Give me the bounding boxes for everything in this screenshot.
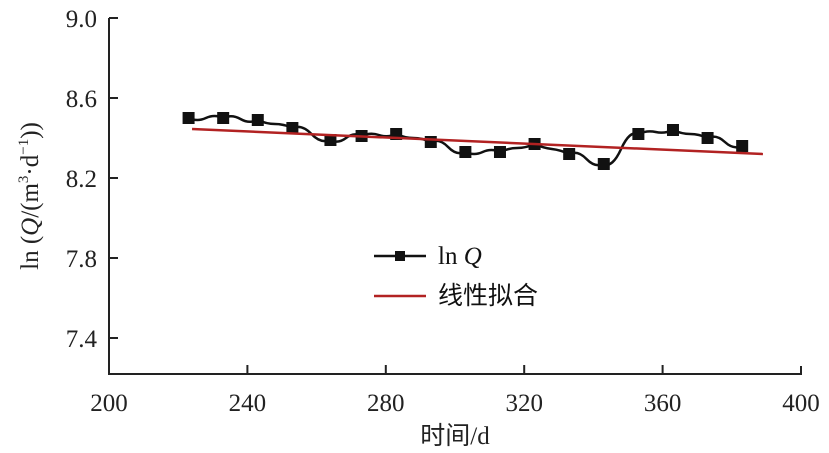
y-tick-label: 8.2: [66, 166, 97, 193]
y-tick-label: 8.6: [66, 86, 97, 113]
x-tick-label: 320: [505, 390, 543, 417]
square-marker: [286, 122, 299, 134]
y-tick-label: 9.0: [66, 6, 97, 33]
x-tick-label: 400: [782, 390, 820, 417]
square-marker: [493, 146, 506, 158]
plot-area: [182, 112, 763, 170]
y-tick-label: 7.8: [66, 246, 97, 273]
square-marker: [424, 136, 437, 148]
x-axis-title: 时间/d: [420, 422, 490, 450]
svg-text:线性拟合: 线性拟合: [438, 282, 538, 310]
axes: [108, 18, 802, 375]
y-axis-title: ln (Q/(m3·d−1)): [16, 122, 44, 270]
x-tick-label: 240: [229, 390, 267, 417]
x-tick-label: 280: [367, 390, 405, 417]
legend-item-lnq: ln Q: [374, 243, 482, 270]
x-tick-label: 360: [644, 390, 682, 417]
square-marker-icon: [395, 251, 405, 261]
square-marker: [666, 124, 679, 136]
square-marker: [217, 112, 230, 124]
square-marker: [632, 128, 645, 140]
linear-fit-line: [191, 127, 763, 156]
x-axis-ticks: 200 240 280 320 360 400: [90, 365, 820, 417]
axis-frame: [108, 18, 802, 375]
square-marker: [736, 140, 749, 152]
square-marker: [251, 114, 264, 126]
y-tick-label: 7.4: [66, 326, 98, 353]
x-tick-label: 200: [90, 390, 128, 417]
square-marker: [563, 148, 576, 160]
svg-text:ln Q: ln Q: [438, 243, 482, 270]
square-marker: [597, 158, 610, 170]
square-marker: [324, 134, 337, 146]
square-marker: [182, 112, 195, 124]
legend-item-linear-fit: 线性拟合: [374, 282, 538, 310]
square-marker: [459, 146, 472, 158]
square-marker: [701, 132, 714, 144]
legend: ln Q 线性拟合: [374, 243, 538, 310]
y-axis-ticks: 9.0 8.6 8.2 7.8 7.4: [66, 6, 118, 353]
